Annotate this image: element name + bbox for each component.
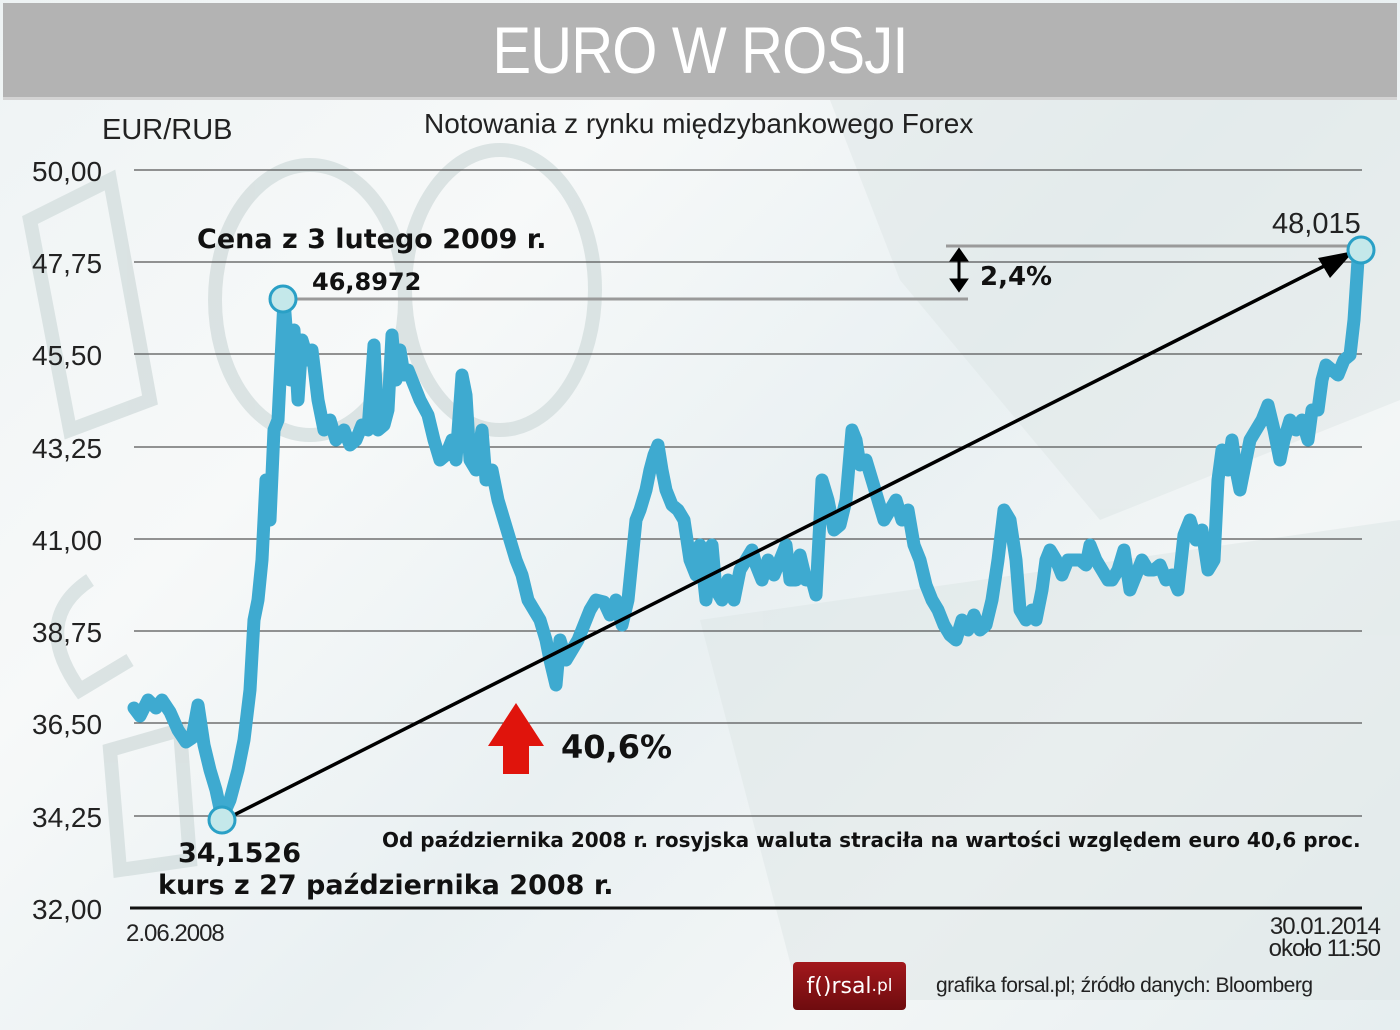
- x-start-label: 2.06.2008: [126, 920, 225, 947]
- y-tick-47-75: 47,75: [32, 248, 103, 279]
- title-bar: EURO W ROSJI: [3, 3, 1397, 100]
- x-end-date: 30.01.2014: [1269, 913, 1381, 940]
- trend-arrowhead: [1318, 251, 1354, 278]
- y-tick-45-50: 45,50: [32, 340, 103, 371]
- logo-main: f()rsal: [806, 973, 872, 999]
- gridlines: [134, 169, 1362, 817]
- logo-suffix: .pl: [871, 976, 893, 996]
- y-tick-50: 50,00: [32, 156, 103, 187]
- peak-value-label: 46,8972: [312, 268, 422, 296]
- x-end-label: 30.01.2014 około 11:50: [1268, 913, 1381, 962]
- y-tick-41-00: 41,00: [32, 525, 103, 556]
- double-arrow-icon: [949, 247, 969, 293]
- y-tick-36-50: 36,50: [32, 709, 103, 740]
- peak-marker: [268, 284, 298, 314]
- y-tick-38-75: 38,75: [32, 617, 103, 648]
- summary-text: Od października 2008 r. rosyjska waluta …: [382, 828, 1361, 852]
- peak-date-label: Cena z 3 lutego 2009 r.: [197, 224, 547, 255]
- last-marker: [1346, 235, 1376, 265]
- x-end-time: około 11:50: [1268, 935, 1381, 962]
- diff-pct-label: 2,4%: [980, 262, 1053, 292]
- source-credit: grafika forsal.pl; źródło danych: Bloomb…: [936, 974, 1313, 997]
- low-marker: [207, 805, 237, 835]
- chart-subtitle: Notowania z rynku międzybankowego Forex: [424, 108, 974, 139]
- y-tick-32-00: 32,00: [32, 894, 103, 925]
- forsal-logo[interactable]: f()rsal .pl: [793, 962, 906, 1010]
- trend-arrow: [227, 252, 1349, 820]
- y-tick-43-25: 43,25: [32, 433, 103, 464]
- low-date-label: kurs z 27 października 2008 r.: [158, 870, 614, 901]
- y-tick-34-25: 34,25: [32, 802, 103, 833]
- y-axis-unit-label: EUR/RUB: [102, 114, 233, 146]
- red-up-arrow-icon: [488, 703, 544, 774]
- last-value-label: 48,015: [1272, 208, 1361, 240]
- eur-rub-line: [127, 241, 1368, 825]
- chart-title: EURO W ROSJI: [492, 13, 908, 87]
- low-value-label: 34,1526: [178, 838, 301, 869]
- growth-pct-label: 40,6%: [561, 728, 673, 766]
